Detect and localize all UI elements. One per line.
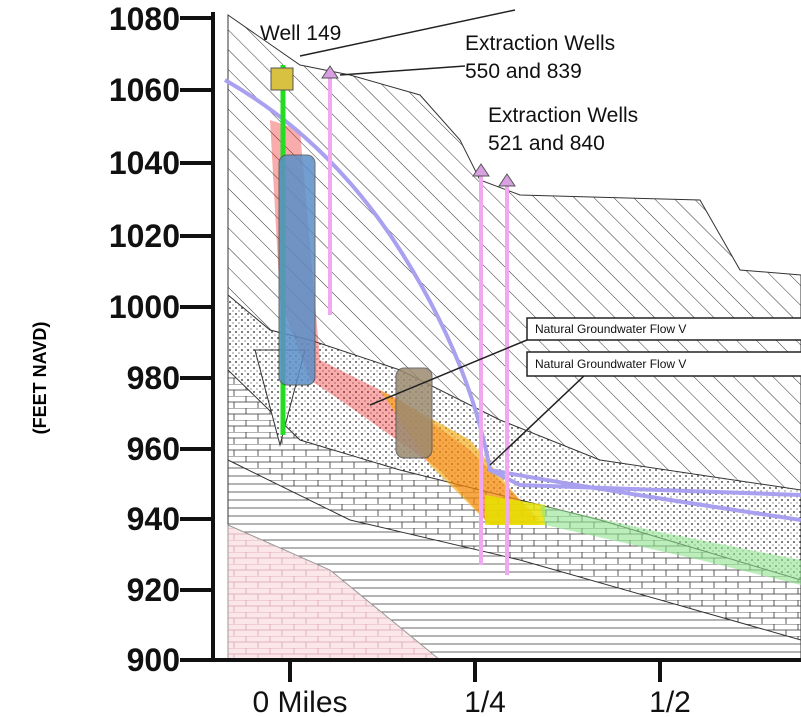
diagram: 1080 1060 1040 1020 1000 980 960 940 920… (0, 0, 801, 717)
y-tick-label: 920 (127, 572, 180, 608)
extraction-label: 550 and 839 (465, 60, 582, 83)
extraction-label: Extraction Wells (465, 32, 615, 55)
y-tick-labels: 1080 1060 1040 1020 1000 980 960 940 920… (109, 1, 180, 678)
y-tick-label: 960 (127, 431, 180, 467)
flow-label: Natural Groundwater Flow V (535, 322, 686, 336)
y-tick-label: 1040 (109, 145, 180, 181)
cross-section: 1080 1060 1040 1020 1000 980 960 940 920… (0, 0, 801, 717)
y-tick-label: 940 (127, 501, 180, 537)
x-tick-label: 1/2 (649, 686, 691, 717)
y-tick-label: 1060 (109, 72, 180, 108)
flow-label: Natural Groundwater Flow V (535, 357, 686, 371)
y-tick-label: 1080 (109, 1, 180, 37)
extraction-label: 521 and 840 (488, 132, 605, 155)
y-tick-label: 900 (127, 642, 180, 678)
y-tick-label: 980 (127, 360, 180, 396)
extraction-label: Extraction Wells (488, 104, 638, 127)
x-tick-label: 0 Miles (252, 686, 347, 717)
y-tick-label: 1000 (109, 289, 180, 325)
x-tick-label: 1/4 (464, 686, 506, 717)
x-tick-labels: 0 Miles 1/4 1/2 (252, 686, 690, 717)
well-label: Well 149 (260, 22, 341, 45)
y-tick-label: 1020 (109, 218, 180, 254)
y-axis-label: (FEET NAVD) (30, 322, 50, 435)
